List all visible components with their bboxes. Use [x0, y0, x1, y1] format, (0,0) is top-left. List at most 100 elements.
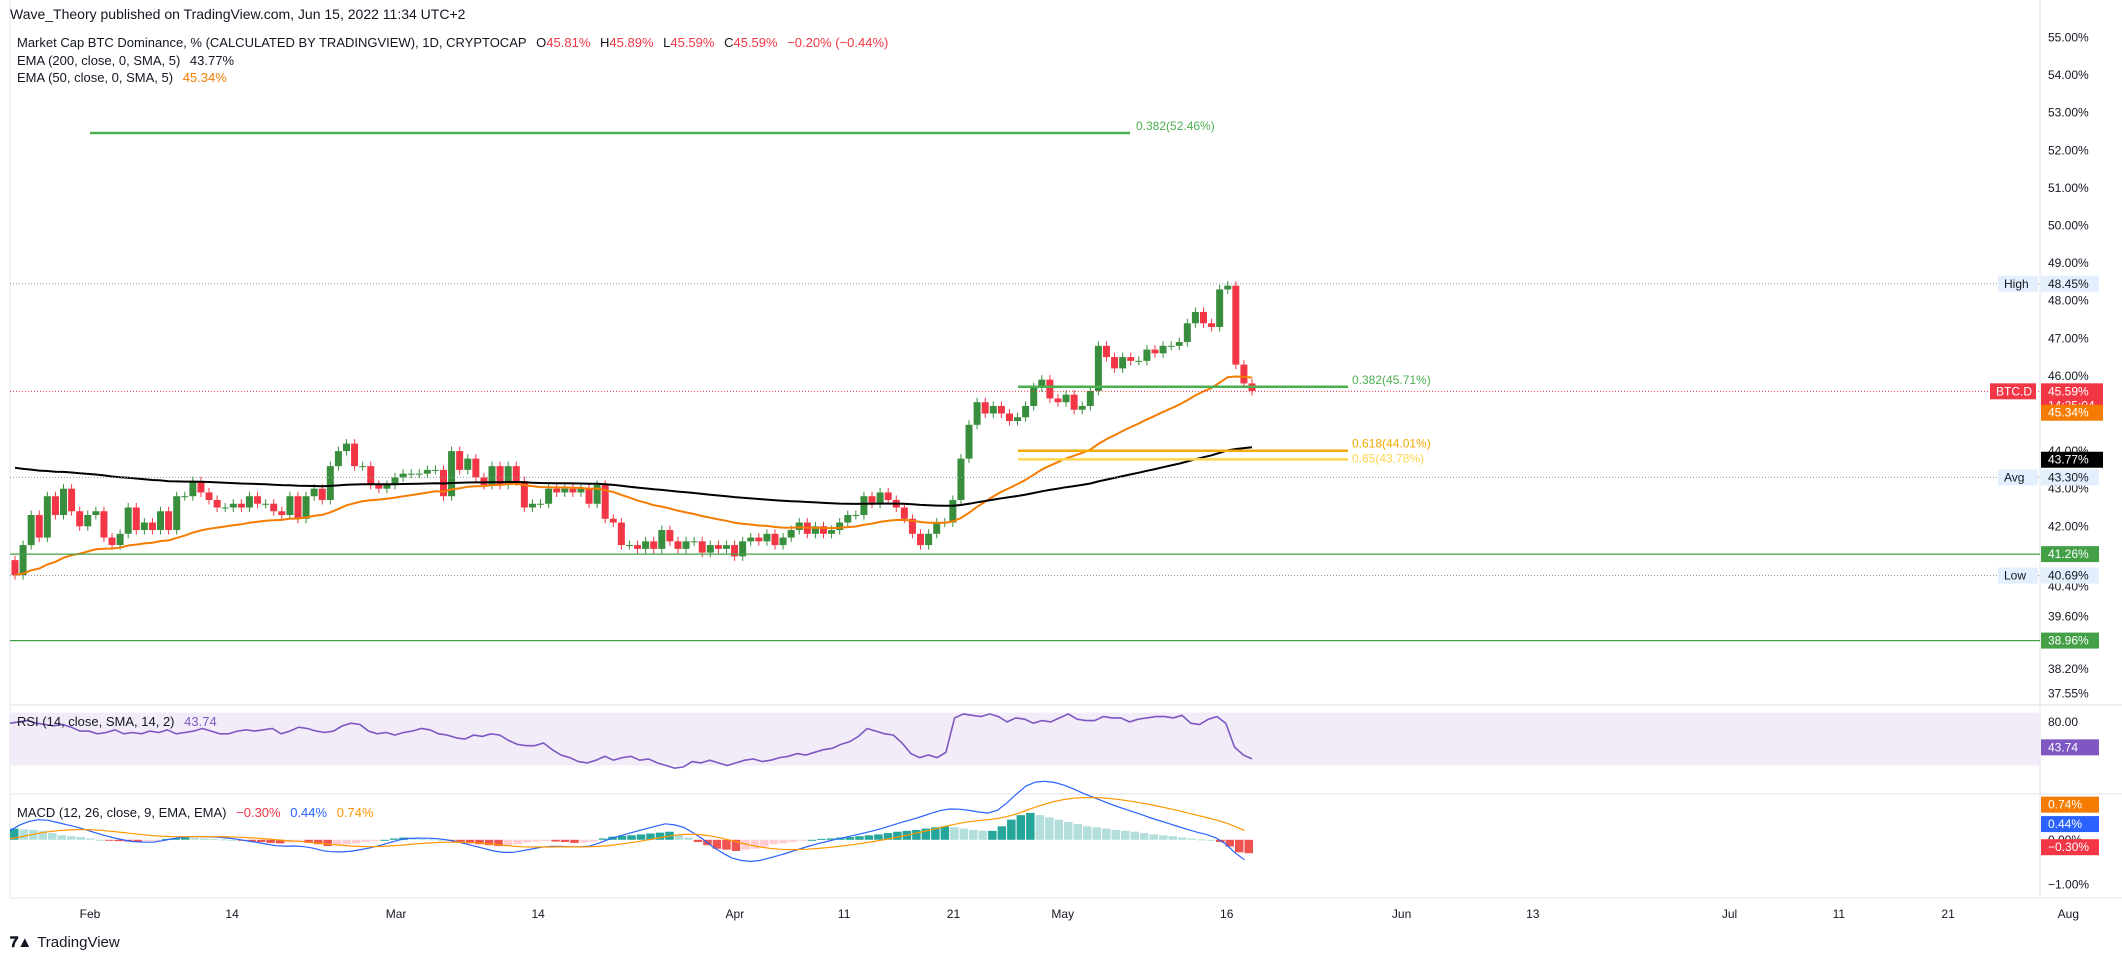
candle-body: [375, 484, 383, 489]
candle-body: [917, 533, 925, 546]
macd-hist-bar: [380, 839, 389, 841]
candle-body: [27, 515, 35, 546]
macd-hist-bar: [959, 828, 969, 840]
candle-body: [76, 511, 84, 527]
ema50-legend: EMA (50, close, 0, SMA, 5) 45.34%: [17, 70, 233, 85]
candle-body: [68, 488, 76, 512]
macd-hist-bar: [1083, 826, 1092, 840]
support-badge: [2041, 632, 2099, 649]
candle-body: [448, 451, 456, 497]
support-badge-label: 41.26%: [2048, 547, 2089, 561]
ohlc-c: C45.59%: [724, 35, 778, 50]
candle-body: [189, 481, 197, 497]
candle-body: [1208, 323, 1216, 328]
candle-body: [334, 451, 342, 467]
candle-body: [92, 511, 100, 516]
tradingview-logo-icon: 𝟕▲: [10, 934, 32, 951]
candle-body: [1022, 405, 1030, 418]
macd-hist-bar: [560, 839, 570, 843]
macd-v3: 0.74%: [336, 805, 374, 820]
candle-body: [480, 477, 488, 485]
candle-body: [415, 473, 423, 475]
y-tick-label: 38.20%: [2048, 662, 2089, 676]
ohlc-l: L45.59%: [663, 35, 715, 50]
candle-body: [1199, 311, 1207, 324]
macd-hist-bar: [1064, 821, 1073, 840]
candle-body: [577, 488, 585, 493]
candle-body: [512, 466, 520, 482]
candle-body: [601, 484, 609, 519]
y-tick-label: 42.00%: [2048, 519, 2089, 533]
macd-hist-bar: [475, 839, 484, 845]
ema200-badge: [2041, 451, 2103, 468]
candle-body: [553, 488, 561, 493]
candle-body: [391, 477, 399, 485]
x-tick-label: 21: [1941, 907, 1955, 921]
macd-signal-line: [9, 797, 1245, 851]
candle-body: [714, 545, 722, 549]
candle-body: [221, 507, 229, 509]
candle-body: [108, 537, 116, 546]
candle-body: [237, 503, 245, 508]
candle-body: [860, 496, 868, 516]
candle-body: [844, 515, 852, 523]
candle-body: [900, 507, 908, 519]
candle-body: [949, 499, 957, 523]
macd-hist-bar: [247, 839, 256, 842]
macd-hist-bar: [351, 839, 361, 844]
candle-body: [464, 458, 472, 470]
macd-hist-bar: [104, 839, 114, 841]
candle-body: [254, 496, 262, 504]
candle-body: [973, 402, 981, 425]
candle-body: [722, 545, 730, 549]
macd-hist-bar: [437, 839, 446, 841]
macd-hist-bar: [712, 839, 722, 849]
rsi-band: [10, 712, 2040, 766]
fib-level-label: 0.382(52.46%): [1136, 119, 1215, 133]
candle-body: [650, 541, 658, 549]
footer-brand[interactable]: 𝟕▲ TradingView: [10, 934, 120, 951]
macd-hist-bar: [1187, 838, 1197, 840]
ema50-value: 45.34%: [182, 70, 227, 85]
macd-badge-label: 0.44%: [2048, 817, 2082, 831]
macd-hist-bar: [1235, 839, 1244, 853]
candle-body: [1183, 323, 1191, 343]
candle-body: [367, 466, 375, 485]
candle-body: [262, 503, 270, 505]
macd-hist-bar: [1016, 815, 1026, 840]
y-tick-label: 47.00%: [2048, 331, 2089, 345]
macd-hist-bar: [741, 839, 750, 850]
macd-hist-bar: [674, 835, 684, 840]
fib-level-label: 0.382(45.71%): [1352, 373, 1431, 387]
macd-hist-bar: [779, 839, 788, 844]
candle-body: [1086, 390, 1094, 406]
macd-hist-bar: [1149, 834, 1159, 840]
tradingview-label: TradingView: [37, 934, 120, 951]
candle-body: [205, 492, 213, 500]
macd-hist-bar: [655, 832, 665, 840]
candle-body: [310, 488, 318, 497]
candle-body: [755, 537, 763, 542]
macd-hist-bar: [636, 834, 646, 840]
macd-hist-bar: [142, 839, 152, 842]
ohlc-change: −0.20% (−0.44%): [787, 35, 889, 50]
macd-hist-bar: [418, 838, 427, 840]
candle-body: [84, 515, 92, 527]
macd-tick-neg1: −1.00%: [2048, 878, 2089, 892]
macd-hist-bar: [731, 839, 741, 851]
support-badge: [2041, 546, 2099, 563]
macd-legend: MACD (12, 26, close, 9, EMA, EMA) −0.30%…: [17, 805, 380, 820]
x-tick-label: 14: [531, 907, 545, 921]
candle-body: [1030, 387, 1038, 406]
candle-body: [585, 488, 593, 504]
macd-hist-bar: [684, 837, 693, 840]
candle-body: [634, 545, 642, 549]
candle-body: [11, 560, 19, 576]
ema50-line: [14, 375, 1253, 577]
macd-hist-bar: [864, 835, 874, 840]
macd-hist-bar: [617, 835, 627, 840]
macd-hist-bar: [1092, 827, 1102, 840]
macd-hist-bar: [199, 838, 209, 840]
macd-v1: −0.30%: [236, 805, 281, 820]
candle-body: [60, 488, 68, 516]
